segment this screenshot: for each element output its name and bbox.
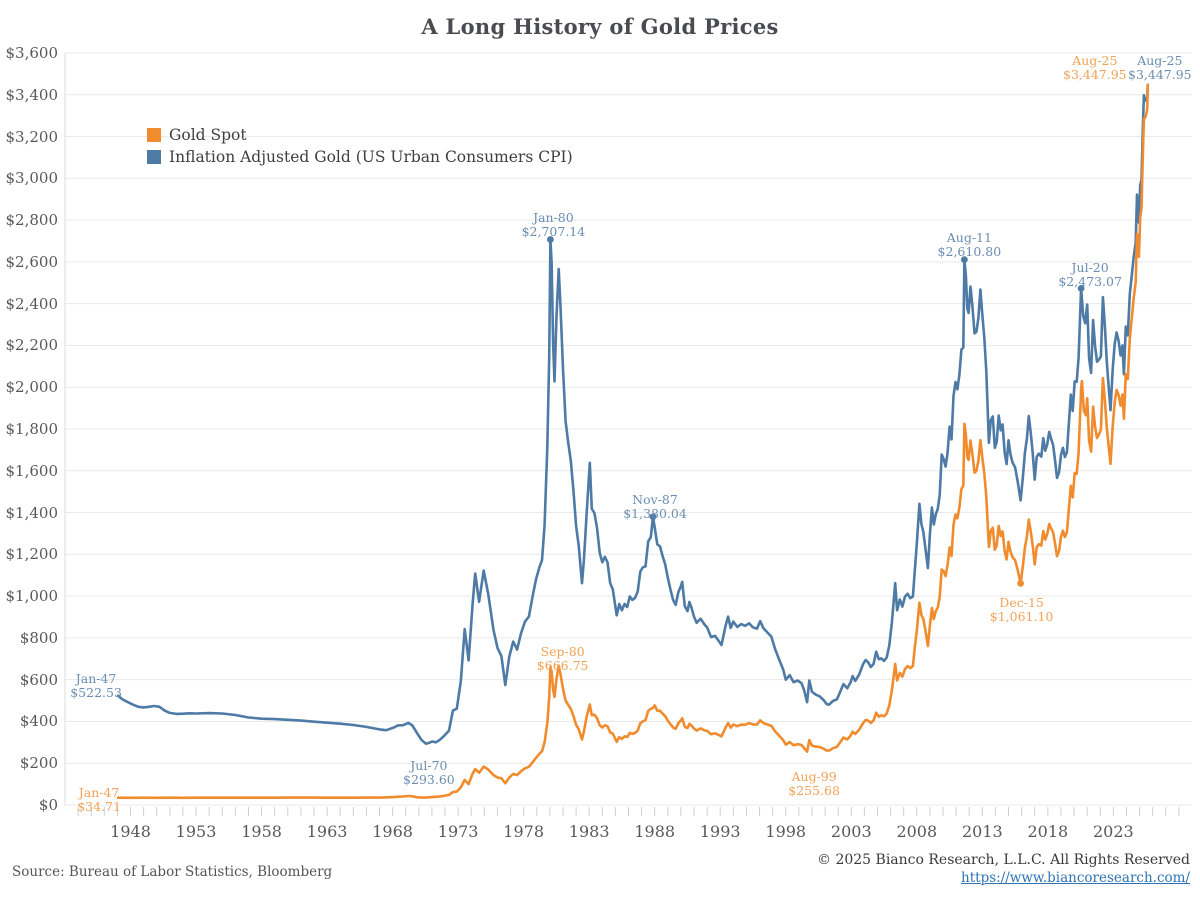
footer-source: Source: Bureau of Labor Statistics, Bloo… — [12, 864, 333, 880]
annotation-dot — [1017, 579, 1024, 587]
legend: Gold Spot Inflation Adjusted Gold (US Ur… — [147, 124, 573, 168]
page-title: A Long History of Gold Prices — [421, 14, 779, 39]
annotation-dot — [1077, 285, 1085, 292]
series-line-gold-spot — [116, 83, 1150, 800]
inflation-adjusted-swatch-icon — [147, 150, 161, 164]
footer-copyright: © 2025 Bianco Research, L.L.C. All Right… — [817, 852, 1190, 868]
legend-label-inflation-adjusted: Inflation Adjusted Gold (US Urban Consum… — [169, 148, 573, 166]
annotation-dot — [649, 513, 657, 521]
annotation-dot — [546, 236, 554, 243]
legend-item-gold-spot: Gold Spot — [147, 124, 573, 146]
legend-label-gold-spot: Gold Spot — [169, 126, 247, 144]
series-line-inflation-adjusted — [116, 83, 1150, 746]
footer-right: © 2025 Bianco Research, L.L.C. All Right… — [817, 851, 1190, 887]
footer-website-link[interactable]: https://www.biancoresearch.com/ — [961, 870, 1190, 886]
gold-spot-swatch-icon — [147, 128, 161, 142]
annotation-dot — [960, 256, 968, 264]
legend-item-inflation-adjusted: Inflation Adjusted Gold (US Urban Consum… — [147, 146, 573, 168]
